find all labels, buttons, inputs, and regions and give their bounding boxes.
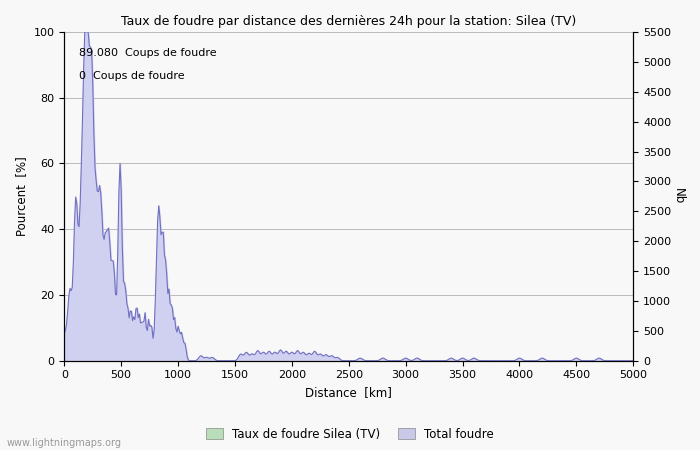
X-axis label: Distance  [km]: Distance [km] xyxy=(305,386,392,399)
Text: 89.080  Coups de foudre: 89.080 Coups de foudre xyxy=(78,49,216,58)
Text: 0  Coups de foudre: 0 Coups de foudre xyxy=(78,72,184,81)
Y-axis label: Pourcent  [%]: Pourcent [%] xyxy=(15,157,28,236)
Y-axis label: Nb: Nb xyxy=(672,188,685,204)
Legend: Taux de foudre Silea (TV), Total foudre: Taux de foudre Silea (TV), Total foudre xyxy=(202,423,498,446)
Text: www.lightningmaps.org: www.lightningmaps.org xyxy=(7,438,122,448)
Title: Taux de foudre par distance des dernières 24h pour la station: Silea (TV): Taux de foudre par distance des dernière… xyxy=(121,15,576,28)
